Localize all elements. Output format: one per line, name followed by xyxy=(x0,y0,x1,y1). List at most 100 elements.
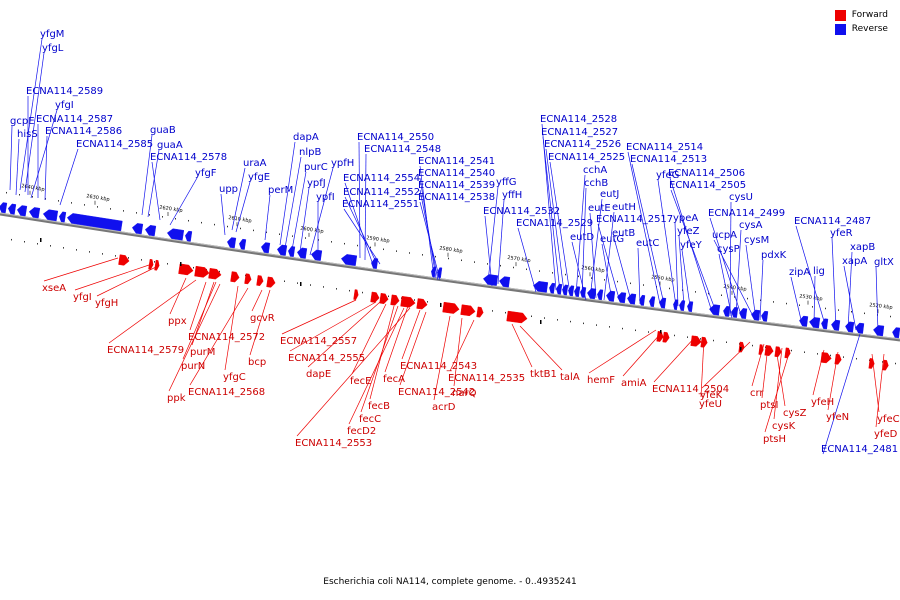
reverse-gene-arrow xyxy=(687,301,694,312)
reverse-gene-label: yfeZ xyxy=(677,226,700,237)
leader-line xyxy=(875,353,885,428)
ruler-dot xyxy=(700,338,701,340)
reverse-gene-label: cysA xyxy=(739,220,763,231)
forward-gene-label: yfeK xyxy=(700,390,723,401)
leader-line xyxy=(822,333,861,455)
reverse-gene-arrow xyxy=(185,230,193,242)
ruler-dot xyxy=(45,198,46,200)
forward-gene-arrow xyxy=(764,345,774,356)
forward-gene-label: narQ xyxy=(452,388,477,399)
reverse-gene-label: eutD xyxy=(570,232,594,243)
forward-gene-arrow xyxy=(416,298,428,310)
reverse-gene-label: cysP xyxy=(717,244,740,255)
ruler-dot xyxy=(786,302,787,305)
reverse-gene-label: yfeG xyxy=(656,170,679,181)
ruler-dot xyxy=(357,244,358,247)
reverse-gene-label: ECNA114_2539 xyxy=(418,180,495,191)
leader-line xyxy=(284,156,302,249)
legend-reverse: Reverse xyxy=(834,22,888,36)
forward-gene-arrow xyxy=(820,352,832,364)
reverse-gene-label: eutH xyxy=(612,202,636,213)
forward-gene-label: yfeC xyxy=(877,414,900,425)
ruler-dot xyxy=(713,339,714,342)
leader-line xyxy=(74,263,153,291)
reverse-gene-label: dapA xyxy=(293,132,319,143)
leader-line xyxy=(729,201,732,317)
leader-line xyxy=(735,229,742,317)
reverse-gene-label: ypfI xyxy=(316,192,335,203)
leader-line xyxy=(299,187,310,253)
ruler-dot xyxy=(583,322,584,325)
ruler-dot xyxy=(310,284,311,286)
reverse-gene-label: yfgM xyxy=(40,29,64,40)
forward-gene-label: yfgC xyxy=(223,372,246,383)
reverse-gene-arrow xyxy=(597,289,604,301)
leader-line xyxy=(168,283,221,392)
ruler-dot xyxy=(739,343,740,345)
tick-label: 2550 kbp xyxy=(651,274,675,283)
leader-line xyxy=(718,253,733,319)
ruler-dot xyxy=(890,315,891,318)
ruler-dot xyxy=(747,297,748,300)
leader-line xyxy=(761,345,769,399)
leader-line xyxy=(700,337,705,398)
tick: 2560 kbp xyxy=(581,265,605,277)
leader-line xyxy=(701,341,751,389)
ruler-dot xyxy=(817,353,818,355)
ruler-dot xyxy=(401,297,402,299)
forward-gene-arrow xyxy=(390,294,400,306)
reverse-gene-label: ECNA114_2487 xyxy=(794,216,871,227)
forward-gene-label: ECNA114_2579 xyxy=(107,345,184,356)
reverse-gene-arrow xyxy=(7,203,17,215)
forward-gene-arrow xyxy=(460,304,476,317)
forward-gene-label: fecE xyxy=(350,376,372,387)
leader-line xyxy=(517,227,537,293)
leader-line xyxy=(627,151,661,305)
reverse-gene-label: guaB xyxy=(150,125,176,136)
reverse-gene-arrow xyxy=(533,281,549,293)
ruler-dot xyxy=(492,310,493,312)
leader-line xyxy=(831,237,837,329)
ruler-dot xyxy=(266,231,267,234)
leader-line xyxy=(678,235,685,307)
leader-line xyxy=(637,247,641,305)
ruler-dot xyxy=(622,327,623,330)
reverse-gene-arrow xyxy=(499,276,511,288)
ruler-dot xyxy=(115,255,116,257)
forward-gene-arrow xyxy=(784,347,791,359)
reverse-gene-label: ECNA114_2541 xyxy=(418,156,495,167)
reverse-gene-arrow xyxy=(659,297,667,309)
reverse-gene-label: yfeR xyxy=(830,228,853,239)
leader-line xyxy=(141,134,153,216)
forward-gene-label: ECNA114_2535 xyxy=(448,373,525,384)
leader-line xyxy=(344,196,377,263)
ruler-dot xyxy=(63,247,64,249)
leader-line xyxy=(631,163,665,305)
leader-line xyxy=(19,38,43,191)
reverse-gene-label: ypfH xyxy=(331,158,354,169)
leader-line xyxy=(384,305,409,373)
ruler-dot xyxy=(279,233,280,235)
ruler-dot xyxy=(825,307,826,310)
reverse-gene-label: xapB xyxy=(850,242,875,253)
legend-reverse-label: Reverse xyxy=(851,24,888,34)
ruler-dot xyxy=(362,291,363,294)
ruler-dot xyxy=(448,257,449,260)
leader-line xyxy=(348,307,405,425)
leader-line xyxy=(231,167,246,231)
ruler-dot xyxy=(526,268,527,271)
reverse-gene-label: ypfJ xyxy=(307,178,326,189)
track-marker xyxy=(180,262,182,266)
forward-gene-label: bcp xyxy=(248,357,266,368)
leader-line xyxy=(589,212,597,299)
leader-line xyxy=(827,351,839,411)
ruler-dot xyxy=(838,309,839,311)
leader-line xyxy=(169,177,198,226)
leader-line xyxy=(875,266,879,333)
forward-gene-arrow xyxy=(738,341,745,353)
ruler-dot xyxy=(596,324,597,326)
reverse-gene-arrow xyxy=(16,205,28,217)
leader-lines xyxy=(9,38,885,455)
tick: 2640 kbp xyxy=(21,183,45,195)
